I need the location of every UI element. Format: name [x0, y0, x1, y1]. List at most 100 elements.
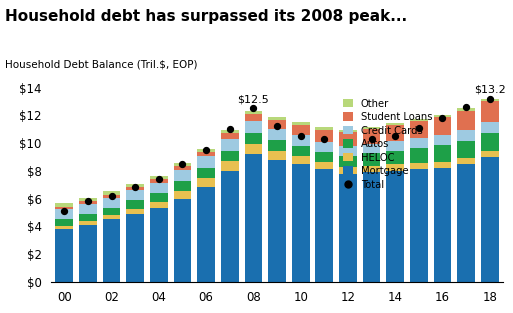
Bar	[292, 156, 309, 164]
Bar	[55, 209, 73, 219]
Bar	[268, 129, 286, 140]
Bar	[457, 111, 475, 130]
Bar	[363, 172, 381, 282]
Bar	[150, 208, 168, 282]
Bar	[481, 101, 499, 122]
Bar	[221, 130, 239, 133]
Bar	[433, 162, 451, 168]
Bar	[457, 141, 475, 158]
Bar	[126, 183, 144, 187]
Bar	[245, 114, 262, 121]
Total	[155, 177, 163, 182]
Bar	[339, 156, 357, 167]
Bar	[198, 149, 215, 152]
Bar	[339, 167, 357, 174]
Bar	[173, 182, 191, 191]
Bar	[79, 204, 97, 214]
Bar	[363, 129, 381, 144]
Bar	[221, 133, 239, 139]
Bar	[198, 168, 215, 178]
Bar	[481, 99, 499, 101]
Total	[439, 115, 447, 121]
Bar	[268, 140, 286, 151]
Bar	[481, 157, 499, 282]
Bar	[55, 229, 73, 282]
Bar	[315, 169, 333, 282]
Bar	[150, 193, 168, 202]
Bar	[481, 151, 499, 157]
Bar	[150, 179, 168, 182]
Bar	[481, 122, 499, 133]
Bar	[245, 154, 262, 282]
Bar	[410, 148, 428, 163]
Bar	[198, 178, 215, 187]
Total	[462, 105, 470, 110]
Bar	[126, 190, 144, 200]
Bar	[410, 119, 428, 121]
Bar	[315, 151, 333, 162]
Bar	[410, 138, 428, 148]
Bar	[126, 187, 144, 190]
Bar	[433, 168, 451, 282]
Bar	[126, 208, 144, 214]
Bar	[433, 135, 451, 145]
Bar	[386, 141, 404, 151]
Bar	[363, 144, 381, 153]
Bar	[292, 164, 309, 282]
Bar	[245, 121, 262, 133]
Bar	[433, 115, 451, 117]
Bar	[150, 202, 168, 208]
Bar	[79, 225, 97, 282]
Bar	[245, 133, 262, 145]
Bar	[410, 163, 428, 169]
Bar	[292, 146, 309, 156]
Total	[391, 134, 399, 139]
Bar	[79, 214, 97, 221]
Bar	[339, 130, 357, 132]
Total	[344, 141, 352, 146]
Bar	[386, 171, 404, 282]
Bar	[386, 125, 404, 141]
Bar	[198, 152, 215, 156]
Total	[367, 136, 376, 141]
Bar	[79, 198, 97, 202]
Text: $13.2: $13.2	[474, 85, 506, 95]
Bar	[268, 151, 286, 160]
Bar	[457, 158, 475, 164]
Bar	[457, 130, 475, 141]
Bar	[245, 111, 262, 114]
Total	[486, 96, 494, 101]
Bar	[363, 166, 381, 172]
Bar	[79, 221, 97, 225]
Bar	[268, 160, 286, 282]
Bar	[221, 151, 239, 162]
Bar	[386, 151, 404, 164]
Bar	[268, 117, 286, 121]
Total	[249, 106, 258, 111]
Bar	[173, 191, 191, 198]
Bar	[315, 142, 333, 151]
Bar	[433, 117, 451, 135]
Bar	[315, 130, 333, 142]
Bar	[55, 207, 73, 209]
Bar	[457, 108, 475, 111]
Bar	[103, 191, 121, 194]
Bar	[339, 174, 357, 282]
Bar	[386, 164, 404, 171]
Bar	[292, 135, 309, 146]
Bar	[126, 214, 144, 282]
Bar	[126, 200, 144, 208]
Bar	[55, 226, 73, 229]
Bar	[173, 167, 191, 170]
Bar	[103, 208, 121, 215]
Bar	[173, 163, 191, 167]
Bar	[221, 171, 239, 282]
Bar	[221, 162, 239, 171]
Text: $12.5: $12.5	[238, 94, 269, 104]
Bar	[315, 162, 333, 169]
Bar	[103, 219, 121, 282]
Bar	[410, 121, 428, 138]
Text: Household Debt Balance (Tril.$, EOP): Household Debt Balance (Tril.$, EOP)	[5, 59, 198, 69]
Total	[179, 162, 187, 167]
Total	[202, 147, 210, 152]
